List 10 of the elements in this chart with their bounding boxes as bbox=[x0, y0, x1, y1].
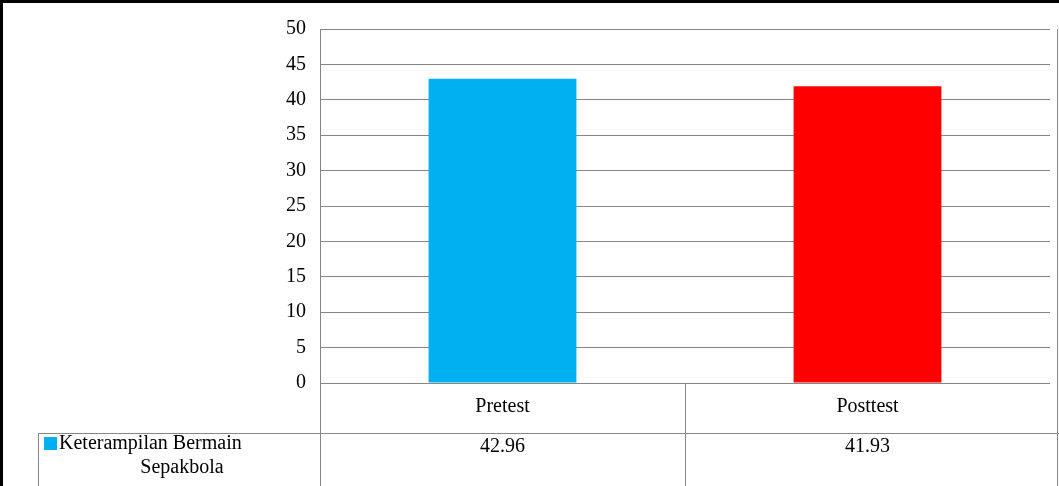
y-tick-label: 5 bbox=[296, 334, 306, 357]
y-tick-label: 50 bbox=[286, 16, 306, 39]
y-tick-label: 40 bbox=[286, 87, 306, 110]
y-tick-label: 30 bbox=[286, 157, 306, 180]
y-tick-label: 10 bbox=[286, 299, 306, 322]
y-tick-label: 35 bbox=[286, 122, 306, 145]
y-tick-label: 45 bbox=[286, 51, 306, 74]
y-tick-label: 15 bbox=[286, 264, 306, 287]
y-tick-label: 25 bbox=[286, 193, 306, 216]
y-tick-label: 20 bbox=[286, 228, 306, 251]
